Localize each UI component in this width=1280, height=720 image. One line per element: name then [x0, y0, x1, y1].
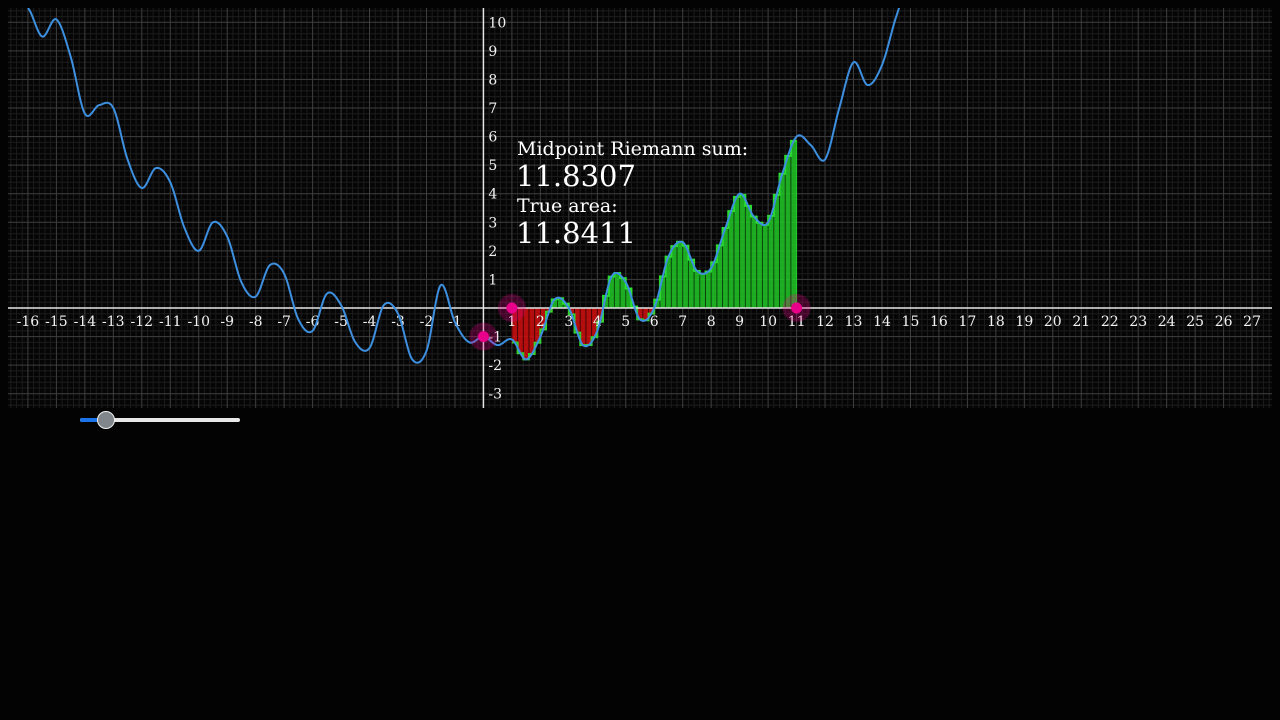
x-tick-label: -10: [187, 314, 210, 330]
x-tick-label: 27: [1243, 314, 1261, 330]
x-tick-label: 25: [1186, 314, 1204, 330]
riemann-rectangle: [699, 273, 706, 309]
x-tick-label: 23: [1129, 314, 1147, 330]
x-tick-label: -9: [220, 314, 234, 330]
y-tick-label: -2: [488, 358, 502, 374]
x-tick-label: 24: [1158, 314, 1176, 330]
draggable-point[interactable]: [477, 331, 489, 343]
x-tick-label: -7: [277, 314, 291, 330]
x-tick-label: 3: [564, 314, 573, 330]
midpoint-sum-label: Midpoint Riemann sum:: [517, 138, 748, 160]
x-tick-label: 16: [930, 314, 948, 330]
x-tick-label: -4: [363, 314, 377, 330]
riemann-rectangle: [733, 196, 741, 309]
x-tick-label: 1: [507, 314, 516, 330]
y-tick-label: 3: [488, 215, 497, 231]
x-tick-label: -16: [17, 314, 40, 330]
y-tick-label: 5: [488, 158, 497, 174]
draggable-points[interactable]: [469, 294, 811, 351]
riemann-rectangle: [693, 270, 701, 309]
y-tick-label: 2: [488, 244, 497, 260]
riemann-rectangle: [744, 205, 752, 309]
riemann-rectangle: [522, 307, 530, 360]
x-tick-label: 18: [987, 314, 1005, 330]
riemann-rectangle: [767, 215, 775, 309]
function-curve[interactable]: [27, 0, 911, 364]
x-tick-label: 9: [735, 314, 744, 330]
true-area-label: True area:: [517, 195, 618, 217]
slider-track[interactable]: [80, 418, 240, 422]
x-tick-label: -11: [159, 314, 182, 330]
x-tick-label: 26: [1215, 314, 1233, 330]
y-tick-label: 1: [488, 272, 497, 288]
x-tick-label: 14: [873, 314, 891, 330]
draggable-point[interactable]: [791, 302, 803, 314]
x-tick-label: 10: [759, 314, 777, 330]
x-tick-label: -13: [102, 314, 125, 330]
x-tick-label: 2: [536, 314, 545, 330]
x-tick-label: -8: [249, 314, 263, 330]
x-tick-label: -15: [45, 314, 68, 330]
riemann-rectangle: [790, 140, 798, 309]
riemann-rectangle: [750, 216, 758, 309]
true-area-value: 11.8411: [516, 216, 636, 250]
x-tick-label: 17: [958, 314, 976, 330]
x-tick-label: 11: [788, 314, 806, 330]
slider-thumb[interactable]: [96, 411, 115, 429]
graph-canvas[interactable]: -16 -15 -14 -13 -12 -11 -10 -9 -8 -7 -6 -5 -4 -3 -2 -1 1…: [0, 0, 1280, 420]
x-tick-label: -5: [334, 314, 348, 330]
y-tick-label: 10: [488, 15, 506, 31]
riemann-rectangle: [756, 222, 763, 309]
x-tick-label: 15: [902, 314, 920, 330]
n-slider[interactable]: [80, 411, 240, 429]
x-tick-label: -12: [131, 314, 154, 330]
y-tick-label: 9: [488, 44, 497, 60]
midpoint-sum-value: 11.8307: [516, 159, 636, 193]
x-tick-label: 4: [593, 314, 602, 330]
riemann-rectangle: [784, 155, 792, 309]
slider-fill: [80, 418, 106, 422]
y-tick-label: 6: [488, 130, 497, 146]
x-tick-label: 12: [816, 314, 834, 330]
info-panel: Midpoint Riemann sum: 11.8307 True area:…: [516, 138, 748, 250]
x-tick-label: 20: [1044, 314, 1062, 330]
x-tick-label: 22: [1101, 314, 1119, 330]
y-tick-label: 8: [488, 72, 497, 88]
x-axis-tick-labels: -16 -15 -14 -13 -12 -11 -10 -9 -8 -7 -6 -5 -4 -3 -2 -1 1…: [17, 314, 1261, 330]
plot-background: [8, 8, 1272, 408]
riemann-rectangle: [704, 270, 712, 309]
y-tick-label: 4: [488, 187, 497, 203]
riemann-rectangle: [761, 224, 769, 309]
x-tick-label: 21: [1072, 314, 1090, 330]
riemann-rectangle: [739, 194, 746, 309]
x-tick-label: 19: [1015, 314, 1033, 330]
x-tick-label: 6: [650, 314, 659, 330]
y-tick-label: 7: [488, 101, 497, 117]
x-tick-label: 13: [845, 314, 863, 330]
x-tick-label: -14: [74, 314, 97, 330]
x-tick-label: 5: [621, 314, 630, 330]
riemann-rectangle: [676, 241, 684, 309]
x-tick-label: -2: [420, 314, 434, 330]
draggable-point[interactable]: [506, 302, 518, 314]
minor-grid: [8, 8, 1272, 408]
x-tick-label: 7: [678, 314, 687, 330]
x-tick-label: 8: [707, 314, 716, 330]
y-tick-label: -3: [488, 387, 502, 403]
